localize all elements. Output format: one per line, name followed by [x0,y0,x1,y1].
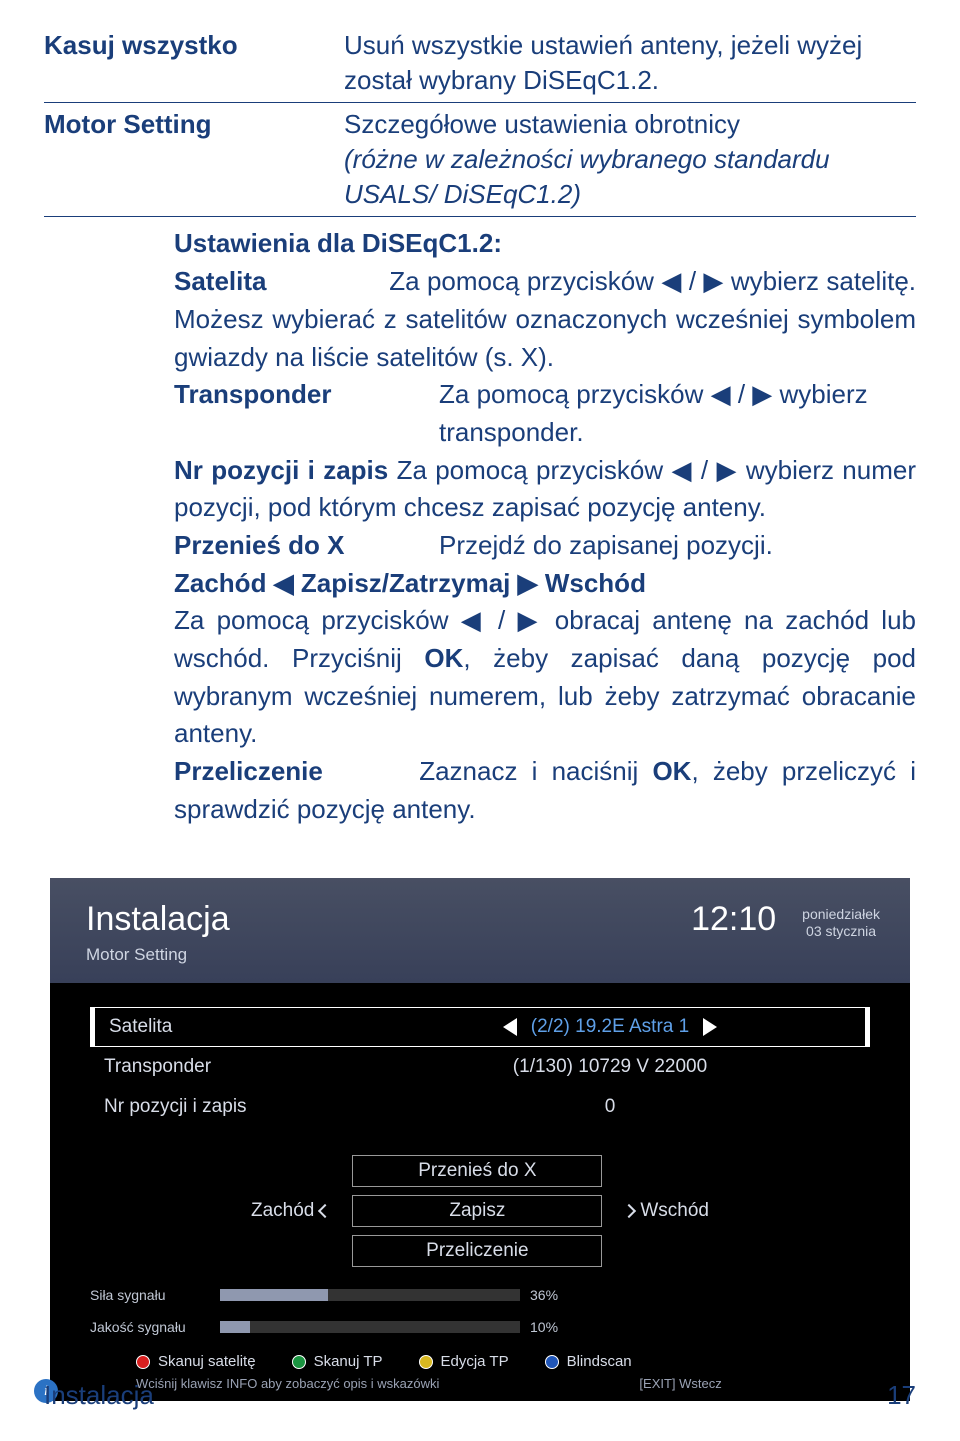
page-footer: Instalacja 17 [44,1380,916,1411]
doc-row-kasuj: Kasuj wszystko Usuń wszystkie ustawień a… [44,24,916,103]
settings-title: Ustawienia dla DiSEqC1.2: [174,225,916,263]
key: Kasuj wszystko [44,28,344,63]
chevron-right-icon [622,1204,636,1218]
key: Motor Setting [44,107,344,142]
sub-satelita: Satelita Za pomocą przycisków ◀ / ▶ wybi… [174,263,916,376]
tv-header: Instalacja Motor Setting 12:10 poniedzia… [50,878,910,983]
tv-screenshot: Instalacja Motor Setting 12:10 poniedzia… [50,878,910,1401]
sub-transponder: Transponder Za pomocą przycisków ◀ / ▶ w… [174,376,916,451]
label-wschod: Wschód [624,1200,709,1222]
footer-green[interactable]: Skanuj TP [292,1353,383,1370]
date: poniedziałek 03 stycznia [802,900,880,940]
btn-przeliczenie[interactable]: Przeliczenie [352,1235,602,1267]
label-zachod: Zachód [251,1200,330,1222]
diseqc-settings-block: Ustawienia dla DiSEqC1.2: Satelita Za po… [44,225,916,828]
sub-przenies: Przenieś do X Przejdź do zapisanej pozyc… [174,527,916,565]
screen-subtitle: Motor Setting [86,945,691,965]
btn-zapisz[interactable]: Zapisz [352,1195,602,1227]
button-cluster: Zachód Przenieś do X Zapisz Przeliczenie… [90,1151,870,1271]
footer-blue[interactable]: Blindscan [545,1353,632,1370]
chevron-left-icon [318,1204,332,1218]
arrow-right-icon[interactable] [703,1018,717,1036]
screen-title: Instalacja [86,900,691,939]
arrow-left-icon[interactable] [503,1018,517,1036]
footer-section: Instalacja [44,1380,154,1411]
sub-przeliczenie: Przeliczenie Zaznacz i naciśnij OK, żeby… [174,753,916,828]
val: Usuń wszystkie ustawień anteny, jeżeli w… [344,28,916,98]
zachod-heading: Zachód ◀ Zapisz/Zatrzymaj ▶ Wschód [174,565,916,603]
clock: 12:10 [691,900,776,939]
option-satelita[interactable]: Satelita (2/2) 19.2E Astra 1 [90,1007,870,1047]
signal-strength: Siła sygnału 36% [90,1287,870,1303]
zachod-desc: Za pomocą przycisków ◀ / ▶ obracaj anten… [174,602,916,753]
val: Szczegółowe ustawienia obrotnicy (różne … [344,107,916,212]
footer-yellow[interactable]: Edycja TP [419,1353,509,1370]
option-nrpozycji[interactable]: Nr pozycji i zapis 0 [90,1087,870,1127]
footer-red[interactable]: Skanuj satelitę [136,1353,256,1370]
option-transponder[interactable]: Transponder (1/130) 10729 V 22000 [90,1047,870,1087]
signal-quality: Jakość sygnału 10% [90,1319,870,1335]
btn-przenies[interactable]: Przenieś do X [352,1155,602,1187]
doc-row-motor: Motor Setting Szczegółowe ustawienia obr… [44,103,916,217]
page-number: 17 [887,1380,916,1411]
sub-nrpoz: Nr pozycji i zapis Za pomocą przycisków … [174,452,916,527]
